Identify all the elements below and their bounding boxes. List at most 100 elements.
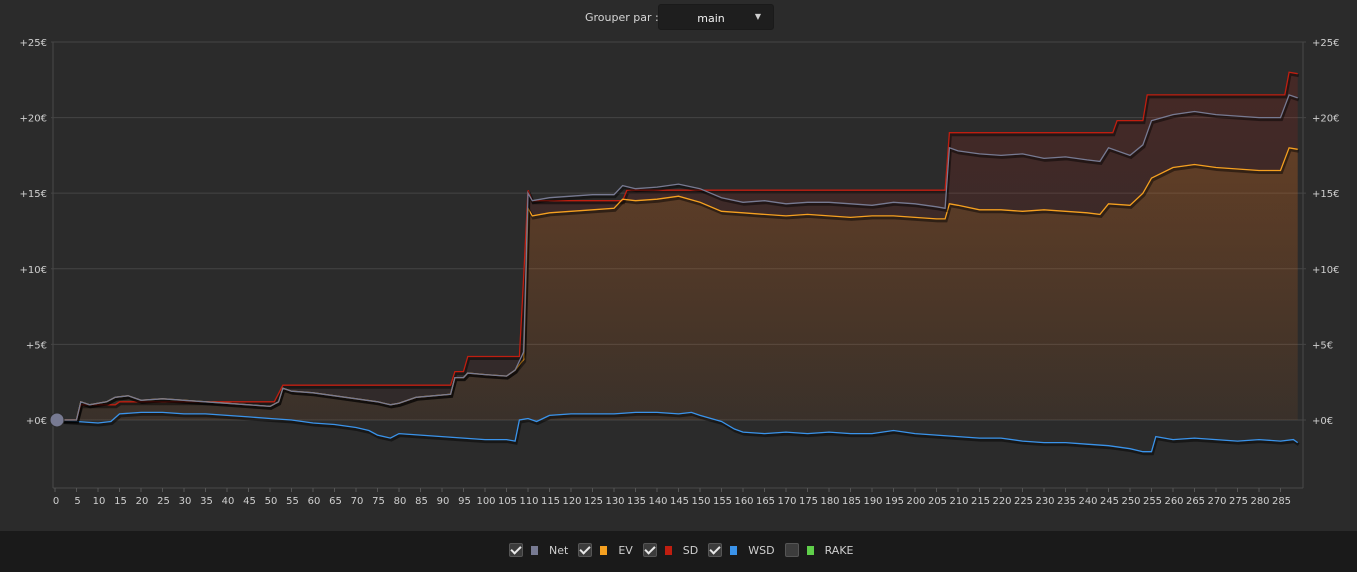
y-tick-label: +25€ — [20, 38, 47, 49]
x-tick-label: 130 — [605, 496, 624, 507]
x-tick-label: 35 — [200, 496, 213, 507]
chevron-down-icon: ▼ — [754, 12, 761, 21]
x-tick-label: 285 — [1272, 496, 1291, 507]
legend-swatch — [730, 545, 738, 555]
y-tick-label: +0€ — [26, 416, 47, 427]
y-tick-label-right: +25€ — [1312, 38, 1339, 49]
x-tick-label: 5 — [74, 496, 80, 507]
x-tick-label: 110 — [519, 496, 538, 507]
x-tick-label: 60 — [308, 496, 321, 507]
legend: Net EV SD WSD RAKE — [509, 543, 863, 557]
x-tick-label: 280 — [1250, 496, 1269, 507]
x-tick-label: 255 — [1143, 496, 1162, 507]
x-tick-label: 275 — [1229, 496, 1248, 507]
y-tick-label-right: +5€ — [1312, 340, 1333, 351]
x-tick-label: 150 — [691, 496, 710, 507]
toolbar: Grouper par : main ▼ — [0, 4, 1357, 30]
x-tick-label: 240 — [1078, 496, 1097, 507]
y-tick-label-right: +0€ — [1312, 416, 1333, 427]
x-tick-label: 100 — [476, 496, 495, 507]
legend-item-sd[interactable]: SD — [642, 543, 699, 557]
x-tick-label: 90 — [437, 496, 450, 507]
x-tick-label: 75 — [372, 496, 385, 507]
x-tick-label: 170 — [777, 496, 796, 507]
legend-label: SD — [682, 543, 699, 557]
legend-swatch — [664, 545, 672, 555]
wsd-line — [54, 411, 1299, 453]
legend-label: Net — [549, 543, 569, 557]
x-tick-label: 245 — [1100, 496, 1119, 507]
y-tick-label-right: +10€ — [1312, 265, 1339, 276]
group-by-value: main — [697, 12, 725, 25]
x-tick-label: 190 — [863, 496, 882, 507]
x-tick-label: 145 — [670, 496, 689, 507]
legend-item-ev[interactable]: EV — [578, 543, 633, 557]
y-tick-label: +15€ — [20, 189, 47, 200]
x-tick-label: 205 — [928, 496, 947, 507]
x-tick-label: 225 — [1014, 496, 1033, 507]
legend-checkbox[interactable] — [642, 543, 657, 557]
legend-checkbox[interactable] — [784, 543, 799, 557]
x-tick-label: 270 — [1207, 496, 1226, 507]
x-tick-label: 45 — [243, 496, 256, 507]
legend-label: RAKE — [824, 543, 854, 557]
x-tick-label: 70 — [351, 496, 364, 507]
net-line — [55, 94, 1298, 421]
y-tick-label-right: +15€ — [1312, 189, 1339, 200]
legend-checkbox[interactable] — [509, 543, 523, 557]
legend-swatch — [531, 545, 538, 555]
x-tick-label: 55 — [286, 496, 299, 507]
x-tick-label: 15 — [114, 496, 127, 507]
x-tick-label: 250 — [1121, 496, 1140, 507]
x-tick-label: 0 — [53, 496, 59, 507]
x-tick-label: 120 — [562, 496, 581, 507]
x-tick-label: 50 — [265, 496, 278, 507]
x-tick-label: 195 — [885, 496, 904, 507]
legend-label: EV — [618, 543, 633, 557]
wsd-shadow — [55, 412, 1300, 456]
legend-item-net[interactable]: Net — [509, 543, 568, 557]
x-tick-label: 165 — [756, 496, 775, 507]
x-tick-label: 40 — [222, 496, 235, 507]
x-tick-label: 85 — [415, 496, 428, 507]
legend-bar: Net EV SD WSD RAKE — [0, 531, 1357, 572]
y-tick-label: +20€ — [20, 114, 47, 125]
net-shadow — [56, 95, 1300, 424]
legend-checkbox[interactable] — [708, 543, 723, 557]
ev-area — [55, 147, 1298, 421]
x-tick-label: 10 — [93, 496, 106, 507]
legend-item-rake[interactable]: RAKE — [784, 543, 854, 557]
x-tick-label: 265 — [1186, 496, 1205, 507]
x-tick-label: 180 — [820, 496, 839, 507]
x-tick-label: 215 — [971, 496, 990, 507]
x-tick-label: 140 — [648, 496, 667, 507]
legend-label: WSD — [748, 543, 775, 557]
y-tick-label: +5€ — [26, 340, 47, 351]
x-tick-label: 25 — [157, 496, 170, 507]
x-tick-label: 20 — [136, 496, 149, 507]
x-tick-label: 235 — [1057, 496, 1076, 507]
x-tick-label: 30 — [179, 496, 192, 507]
y-tick-label: +10€ — [20, 265, 47, 276]
x-tick-label: 105 — [498, 496, 517, 507]
x-tick-label: 175 — [799, 496, 818, 507]
x-tick-label: 160 — [734, 496, 753, 507]
start-point-marker — [49, 412, 65, 428]
x-tick-label: 185 — [842, 496, 861, 507]
legend-item-wsd[interactable]: WSD — [708, 543, 775, 557]
group-by-select[interactable]: main ▼ — [658, 4, 774, 30]
sd-line — [55, 71, 1298, 421]
x-tick-label: 125 — [584, 496, 603, 507]
x-tick-label: 260 — [1164, 496, 1183, 507]
x-tick-label: 155 — [713, 496, 732, 507]
ev-shadow — [56, 148, 1299, 424]
y-tick-label-right: +20€ — [1312, 114, 1339, 125]
legend-checkbox[interactable] — [578, 543, 593, 557]
legend-swatch — [600, 545, 608, 555]
x-tick-label: 200 — [906, 496, 925, 507]
x-tick-label: 135 — [627, 496, 646, 507]
x-tick-label: 230 — [1035, 496, 1054, 507]
group-by-label: Grouper par : — [585, 11, 659, 24]
x-tick-label: 220 — [992, 496, 1011, 507]
results-chart: +0€ +0€ +5€ +5€ +10€ +10€ +15€ +15€ +20€ +20€ +25€… — [20, 38, 1340, 507]
